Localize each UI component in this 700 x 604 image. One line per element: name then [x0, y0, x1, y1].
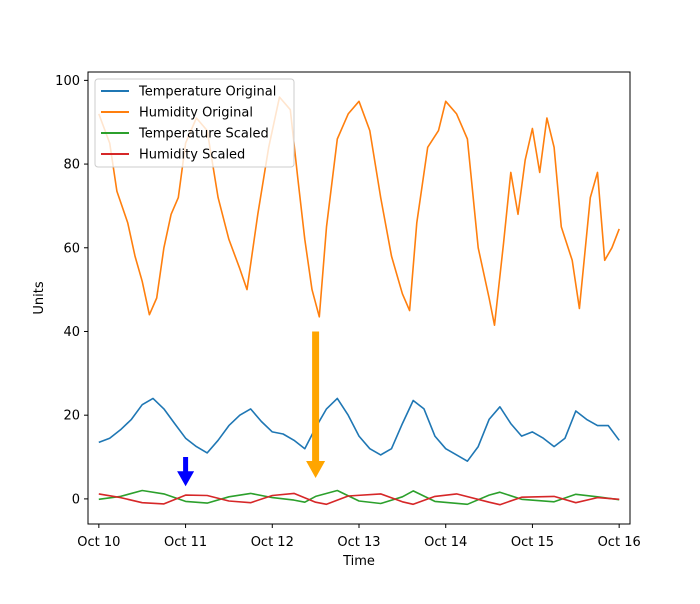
y-tick-label: 40	[63, 325, 80, 340]
y-tick-label: 0	[72, 492, 80, 507]
legend-box	[94, 78, 295, 168]
x-tick-label: Oct 10	[77, 535, 120, 550]
y-tick-label: 20	[63, 409, 80, 424]
series-line-temperature-original	[98, 397, 620, 462]
y-axis-label: Units	[32, 281, 47, 314]
blue-arrow-annotation	[177, 457, 195, 487]
series-layer	[98, 96, 620, 506]
orange-arrow-annotation	[306, 331, 326, 478]
x-tick-label: Oct 12	[251, 535, 294, 550]
x-tick-label: Oct 13	[337, 535, 380, 550]
annotation-layer	[177, 331, 326, 487]
legend-label: Humidity Original	[139, 106, 253, 121]
x-tick-label: Oct 14	[424, 535, 467, 550]
legend-label: Temperature Original	[138, 85, 276, 100]
x-tick-label: Oct 11	[164, 535, 207, 550]
y-axis: 0 20 40 60 80 100	[55, 74, 88, 507]
x-axis: Oct 10 Oct 11 Oct 12 Oct 13 Oct 14 Oct 15 Oct …	[77, 524, 641, 550]
x-tick-label: Oct 16	[598, 535, 641, 550]
legend-item: Temperature Scaled	[101, 127, 269, 142]
legend-item: Humidity Scaled	[101, 148, 245, 163]
y-tick-label: 100	[55, 74, 80, 89]
legend: Temperature Original Humidity Original Tem…	[94, 78, 295, 168]
y-tick-label: 60	[63, 241, 80, 256]
series-line-humidity-scaled	[98, 492, 620, 506]
legend-label: Humidity Scaled	[139, 148, 245, 163]
legend-item: Temperature Original	[101, 85, 276, 100]
x-tick-label: Oct 15	[511, 535, 554, 550]
legend-item: Humidity Original	[101, 106, 253, 121]
series-line-humidity-original	[98, 96, 620, 326]
y-tick-label: 80	[63, 158, 80, 173]
legend-label: Temperature Scaled	[138, 127, 269, 142]
x-axis-label: Time	[342, 554, 375, 569]
